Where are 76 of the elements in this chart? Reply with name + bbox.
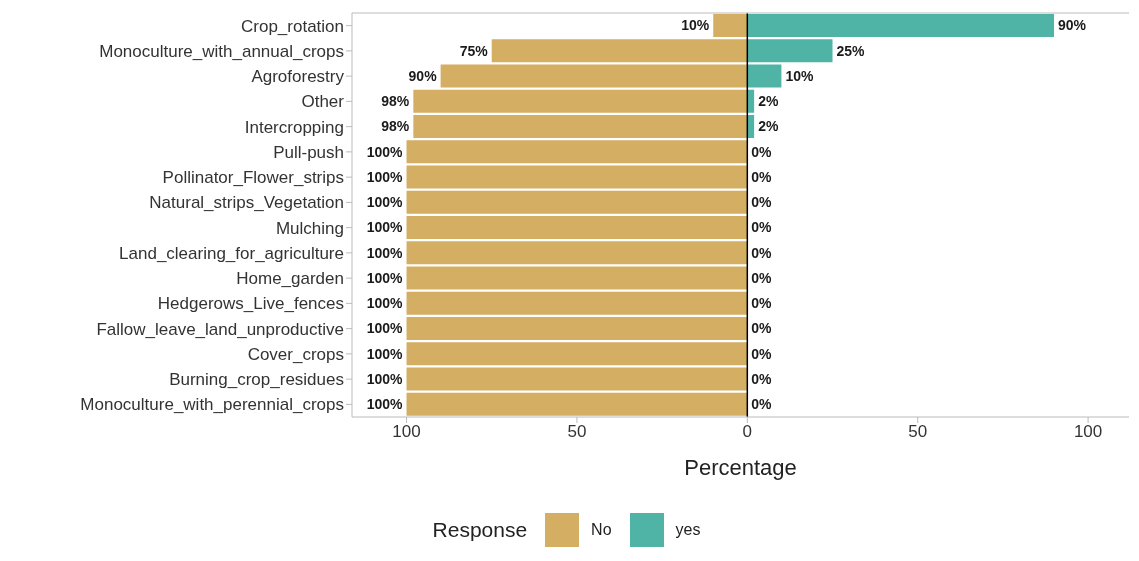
data-label: 90% [408, 67, 438, 84]
data-label: 100% [366, 295, 404, 312]
bar [406, 367, 748, 391]
data-label: 100% [366, 370, 404, 387]
x-tick-label: 100 [1073, 422, 1103, 442]
bar [491, 39, 748, 63]
data-label: 0% [751, 295, 773, 312]
y-tick-label: Pollinator_Flower_strips [162, 168, 344, 188]
bar [406, 165, 748, 189]
legend-label: No [591, 521, 612, 539]
data-label: 100% [366, 320, 404, 337]
data-label: 98% [381, 118, 410, 135]
x-axis-title: Percentage [684, 455, 797, 480]
data-label: 0% [751, 143, 773, 160]
data-label: 0% [751, 244, 773, 261]
data-label: 100% [366, 244, 404, 261]
legend-title: Response [432, 518, 528, 542]
data-label: 100% [366, 194, 404, 211]
y-tick-label: Mulching [275, 218, 344, 238]
data-label: 100% [366, 143, 404, 160]
data-label: 100% [366, 219, 404, 236]
data-label: 2% [758, 118, 779, 135]
y-tick-label: Monoculture_with_perennial_crops [80, 395, 344, 415]
bar [747, 39, 833, 63]
bar [406, 317, 748, 340]
data-label: 100% [366, 168, 404, 185]
y-tick-label: Other [301, 92, 345, 112]
bar [406, 291, 748, 315]
y-tick-label: Crop_rotation [240, 16, 344, 36]
bar [406, 342, 748, 366]
bar [406, 190, 748, 214]
x-tick-label: 50 [567, 422, 587, 442]
y-tick-label: Home_garden [236, 269, 344, 289]
data-label: 90% [1058, 17, 1087, 34]
bar [406, 140, 748, 164]
y-tick-label: Hedgerows_Live_fences [157, 294, 344, 314]
data-label: 25% [836, 42, 866, 59]
bar [747, 14, 1055, 37]
data-label: 100% [366, 269, 404, 286]
data-label: 0% [751, 168, 773, 185]
bar [440, 64, 748, 88]
y-tick-label: Burning_crop_residues [169, 370, 344, 390]
data-label: 10% [681, 17, 710, 34]
data-label: 0% [751, 320, 773, 337]
bar [406, 392, 748, 416]
data-label: 0% [751, 269, 773, 286]
data-label: 0% [751, 370, 773, 387]
bar [406, 216, 748, 239]
bar [406, 241, 748, 265]
data-label: 0% [751, 194, 773, 211]
y-tick-label: Fallow_leave_land_unproductive [96, 319, 344, 339]
data-label: 0% [751, 219, 773, 236]
data-label: 100% [366, 345, 404, 362]
legend-label: yes [675, 521, 701, 539]
data-label: 75% [459, 42, 489, 59]
data-label: 2% [758, 93, 779, 110]
y-tick-label: Cover_crops [247, 344, 344, 364]
y-tick-label: Agroforestry [251, 67, 345, 87]
data-label: 100% [366, 396, 404, 413]
bar [713, 14, 748, 37]
bar [413, 89, 748, 113]
y-tick-label: Pull-push [273, 142, 344, 162]
y-tick-label: Land_clearing_for_agriculture [119, 243, 344, 263]
x-tick-label: 0 [742, 422, 753, 442]
data-label: 0% [751, 396, 773, 413]
data-label: 10% [785, 67, 814, 84]
data-label: 0% [751, 345, 773, 362]
x-tick-label: 100 [392, 422, 421, 442]
bar [413, 115, 748, 138]
data-label: 98% [381, 93, 410, 110]
y-tick-label: Intercropping [244, 117, 344, 137]
x-tick-label: 50 [908, 422, 928, 442]
y-tick-label: Monoculture_with_annual_crops [99, 41, 344, 61]
y-tick-label: Natural_strips_Vegetation [149, 193, 344, 213]
bar [406, 266, 748, 290]
bar [747, 64, 782, 88]
